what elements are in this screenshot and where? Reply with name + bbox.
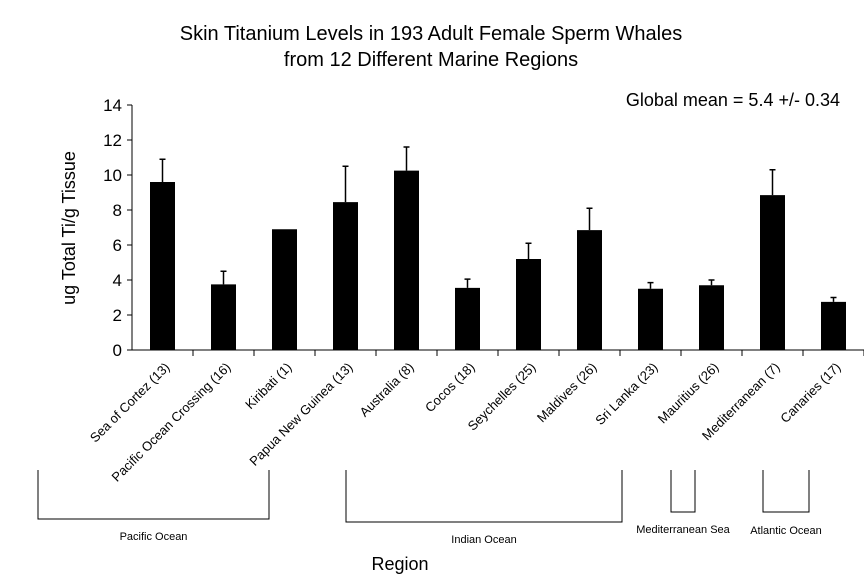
y-tick-label: 4 bbox=[113, 271, 122, 290]
bar bbox=[516, 259, 541, 350]
x-tick-label: Maldives (26) bbox=[534, 360, 600, 426]
region-label: Mediterranean Sea bbox=[636, 524, 730, 536]
y-tick-label: 10 bbox=[103, 166, 122, 185]
y-tick-label: 0 bbox=[113, 341, 122, 360]
x-tick-label: Kiribati (1) bbox=[242, 360, 295, 413]
y-tick-label: 6 bbox=[113, 236, 122, 255]
bar bbox=[821, 301, 846, 350]
region-label: Pacific Ocean bbox=[120, 531, 188, 543]
chart-title-line1: Skin Titanium Levels in 193 Adult Female… bbox=[180, 23, 682, 45]
region-label: Indian Ocean bbox=[451, 534, 516, 546]
region-bracket bbox=[762, 470, 810, 513]
bar bbox=[455, 287, 480, 350]
bar bbox=[272, 229, 297, 350]
bar bbox=[577, 230, 602, 350]
bar bbox=[333, 202, 358, 350]
x-tick-label: Mauritius (26) bbox=[655, 360, 722, 427]
region-bracket bbox=[345, 470, 623, 523]
y-tick-label: 12 bbox=[103, 131, 122, 150]
x-tick-label: Cocos (18) bbox=[422, 360, 478, 416]
bar bbox=[150, 182, 175, 350]
chart-title-line2: from 12 Different Marine Regions bbox=[284, 49, 578, 71]
x-tick-label: Australia (8) bbox=[356, 360, 416, 420]
bar bbox=[760, 195, 785, 350]
x-tick-label: Sri Lanka (23) bbox=[592, 360, 660, 428]
x-tick-label: Canaries (17) bbox=[777, 360, 843, 426]
bar bbox=[394, 170, 419, 350]
bar bbox=[211, 284, 236, 350]
y-tick-label: 2 bbox=[113, 306, 122, 325]
region-bracket bbox=[37, 470, 270, 520]
bar bbox=[699, 285, 724, 350]
y-tick-label: 8 bbox=[113, 201, 122, 220]
y-tick-label: 14 bbox=[103, 96, 122, 115]
x-tick-label: Papua New Guinea (13) bbox=[246, 360, 355, 469]
bar bbox=[638, 288, 663, 350]
x-tick-label: Pacific Ocean Crossing (16) bbox=[109, 360, 234, 485]
y-axis-label: ug Total Ti/g Tissue bbox=[59, 151, 79, 305]
global-mean-annotation: Global mean = 5.4 +/- 0.34 bbox=[626, 90, 840, 110]
region-bracket bbox=[670, 470, 696, 513]
region-label: Atlantic Ocean bbox=[750, 525, 822, 537]
x-axis-label: Region bbox=[371, 554, 428, 574]
